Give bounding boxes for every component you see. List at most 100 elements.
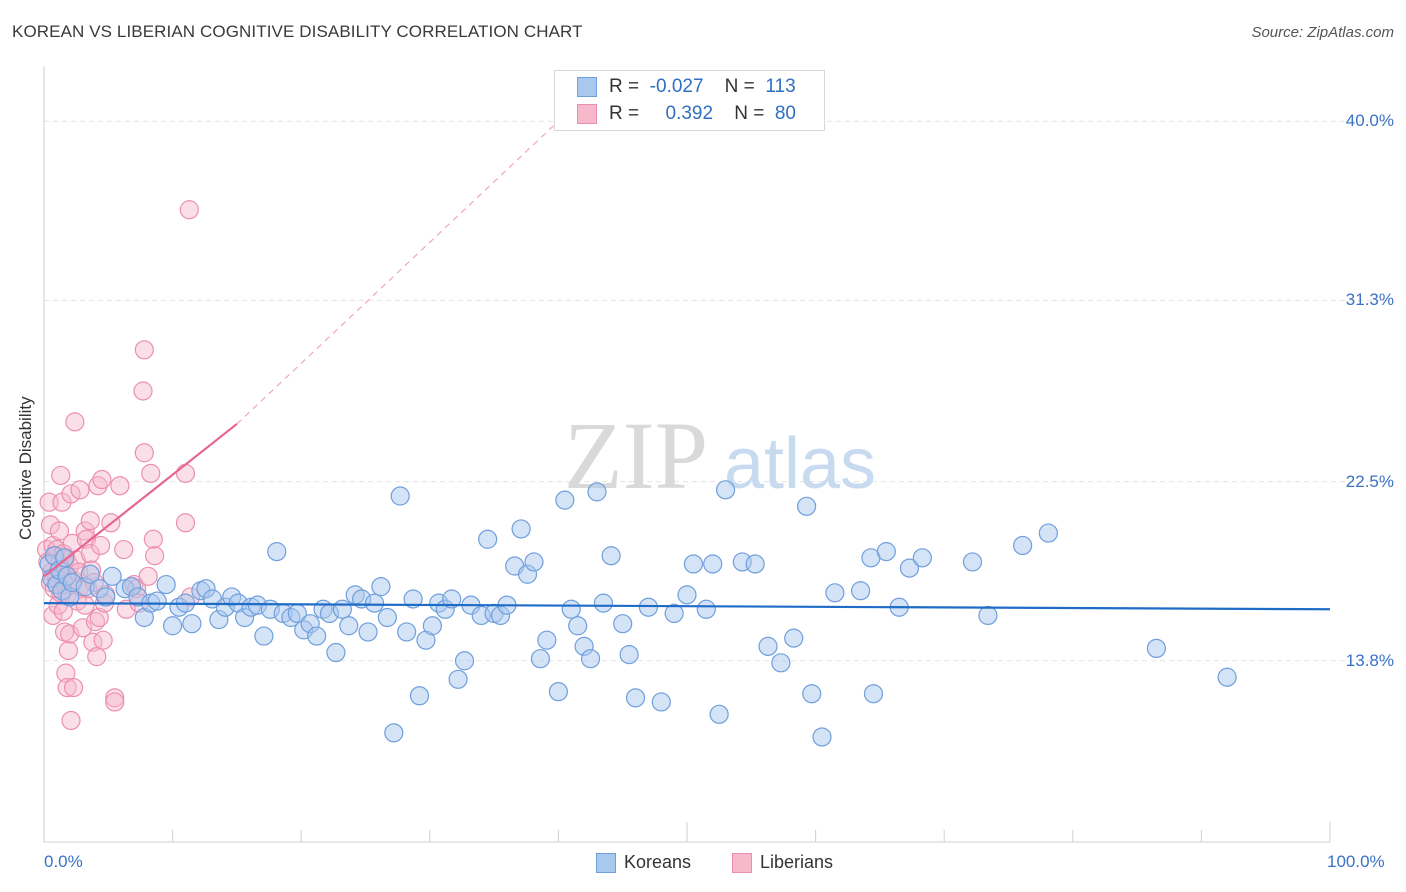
korean-point [448, 669, 468, 689]
liberians-label: Liberians [760, 852, 834, 872]
korean-point [1013, 535, 1033, 556]
korean-point [580, 649, 601, 669]
korean-point [651, 692, 671, 712]
korean-point [561, 599, 581, 619]
korean-point [371, 577, 391, 597]
korean-point [812, 727, 832, 747]
liberian-point [49, 521, 70, 541]
liberian-point [133, 381, 153, 401]
korean-point [709, 704, 729, 724]
korean-series [39, 480, 1237, 747]
liberian-point [80, 544, 100, 564]
korean-point [703, 554, 723, 574]
liberian-point [90, 535, 111, 556]
korean-point [593, 593, 614, 613]
liberian-point [76, 529, 97, 549]
liberian-point [175, 463, 196, 483]
liberian-point [65, 412, 85, 432]
liberian-point [43, 605, 63, 626]
korean-point [163, 616, 183, 636]
watermark: ZIP atlas [564, 402, 876, 509]
liberian-point [92, 469, 112, 490]
liberian-trend-extension [236, 120, 559, 425]
korean-point [802, 684, 822, 704]
axes [43, 66, 1331, 843]
liberian-point [143, 529, 163, 549]
source-label: Source: ZipAtlas.com [1251, 24, 1394, 41]
korean-point [825, 583, 845, 603]
liberian-point [105, 688, 125, 708]
liberian-point [70, 480, 90, 500]
korean-r-value: -0.027 [649, 76, 704, 97]
koreans-label: Koreans [624, 852, 692, 872]
korean-point [254, 626, 274, 646]
korean-point [442, 589, 462, 609]
korean-point [478, 529, 498, 549]
korean-point [537, 630, 557, 650]
korean-point [715, 480, 736, 500]
liberian-point [138, 566, 158, 586]
korean-point [851, 581, 871, 601]
korean-point [454, 651, 475, 671]
korean-point [1217, 667, 1237, 687]
korean-point [1038, 523, 1058, 543]
liberian-point [114, 539, 134, 560]
y-tick-label-3: 40.0% [1345, 111, 1394, 131]
korean-point [912, 548, 932, 568]
korean-point [307, 626, 327, 646]
korean-point [771, 653, 791, 673]
liberian-point [87, 647, 107, 667]
liberian-point [58, 640, 79, 661]
watermark-atlas: atlas [724, 424, 876, 504]
liberian-n-label: N = [734, 103, 765, 124]
korean-point [409, 686, 430, 706]
korean-swatch [577, 76, 597, 97]
liberian-legend-swatch [732, 853, 752, 874]
liberian-series [36, 200, 201, 731]
korean-point [377, 607, 397, 628]
korean-point [267, 542, 287, 562]
korean-point [863, 684, 884, 704]
liberian-r-value: 0.392 [665, 103, 714, 124]
korean-point [511, 519, 531, 539]
korean-r-label: R = [609, 76, 640, 97]
liberian-point [179, 200, 199, 220]
liberian-point [57, 677, 77, 698]
korean-point [422, 616, 442, 636]
liberian-point [134, 340, 154, 360]
liberian-r-label: R = [609, 103, 640, 124]
liberian-n-value: 80 [774, 103, 796, 124]
korean-point [358, 622, 378, 642]
korean-point [339, 616, 359, 636]
liberian-trend-line [43, 423, 238, 578]
korean-point [664, 603, 684, 624]
korean-point [548, 682, 569, 702]
korean-point [390, 486, 410, 506]
korean-point [147, 591, 167, 611]
korean-point [683, 554, 704, 574]
x-tick-min: 0.0% [44, 852, 83, 871]
liberian-point [144, 546, 165, 566]
korean-point [530, 649, 550, 669]
korean-point [587, 482, 607, 502]
korean-point [397, 622, 417, 642]
liberian-point [75, 521, 95, 541]
korean-point [96, 587, 116, 607]
korean-point [745, 554, 765, 574]
liberian-point [110, 476, 130, 496]
y-tick-label-1: 22.5% [1345, 471, 1394, 491]
liberian-point [63, 677, 84, 698]
watermark-zip: ZIP [564, 402, 708, 509]
liberian-point [105, 692, 125, 712]
korean-legend-swatch [596, 853, 616, 874]
korean-point [978, 605, 998, 626]
liberian-point [175, 513, 196, 533]
korean-point [784, 628, 804, 648]
korean-point [696, 599, 716, 619]
gridlines [44, 120, 1392, 662]
legend-row-koreans: R = -0.027 N = 113 [577, 76, 796, 100]
trend-lines [43, 120, 1331, 611]
korean-point [524, 552, 544, 572]
korean-point [80, 564, 100, 584]
correlation-legend: R = -0.027 N = 113 R = 0.392 N = 80 [554, 70, 825, 131]
